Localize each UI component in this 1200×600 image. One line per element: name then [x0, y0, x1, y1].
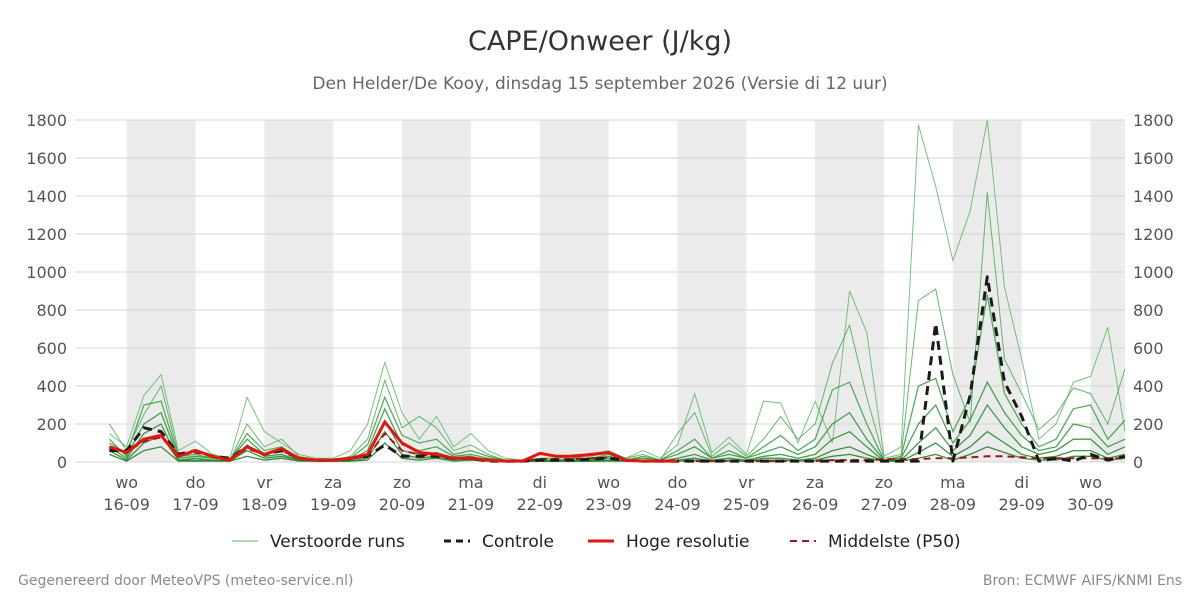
shaded-day-band	[264, 120, 334, 462]
x-tick-date: 17-09	[172, 495, 219, 514]
shaded-day-band	[402, 120, 471, 462]
chart-subtitle: Den Helder/De Kooy, dinsdag 15 september…	[312, 74, 887, 94]
x-tick-date: 29-09	[998, 495, 1045, 514]
x-tick-date: 24-09	[654, 495, 701, 514]
series-line	[108, 420, 678, 463]
y-tick-label: 1400	[26, 187, 67, 206]
y-tick-label: 1800	[26, 111, 67, 130]
x-tick-day: za	[324, 473, 342, 492]
y-tick-label-right: 0	[1133, 453, 1143, 472]
x-tick-date: 18-09	[241, 495, 288, 514]
legend: Verstoorde runs Controle Hoge resolutie Mid…	[232, 532, 961, 552]
x-tick-day: ma	[458, 473, 483, 492]
x-tick-day: vr	[256, 473, 272, 492]
y-tick-label-right: 800	[1133, 301, 1164, 320]
x-tick-day: zo	[393, 473, 411, 492]
y-tick-label: 600	[36, 339, 67, 358]
y-tick-label: 1200	[26, 225, 67, 244]
series-group	[108, 119, 1126, 463]
x-tick-day: do	[667, 473, 687, 492]
x-tick-day: di	[532, 473, 547, 492]
x-tick-day: za	[806, 473, 824, 492]
shaded-day-band	[677, 120, 747, 462]
legend-label: Middelste (P50)	[828, 532, 961, 552]
chart-title: CAPE/Onweer (J/kg)	[468, 26, 732, 57]
x-tick-date: 21-09	[448, 495, 495, 514]
y-tick-label-right: 400	[1133, 377, 1164, 396]
shaded-day-band	[1090, 120, 1125, 462]
x-tick-day: ma	[940, 473, 965, 492]
legend-label: Hoge resolutie	[626, 532, 750, 552]
y-tick-label-right: 1400	[1133, 187, 1174, 206]
x-tick-day: wo	[597, 473, 620, 492]
x-tick-day: zo	[875, 473, 893, 492]
y-axis-right: 0 200 400 600 800 1000 1200 1400 1600 1800	[1133, 111, 1174, 472]
y-tick-label-right: 1200	[1133, 225, 1174, 244]
x-tick-date: 20-09	[379, 495, 426, 514]
legend-label: Verstoorde runs	[270, 532, 405, 552]
shaded-day-band	[126, 120, 196, 462]
y-tick-label-right: 1800	[1133, 111, 1174, 130]
x-tick-date: 25-09	[723, 495, 770, 514]
x-axis: wo 16-09 do 17-09 vr 18-09 za 19-09 zo 20-09 ma 21-…	[103, 473, 1113, 514]
x-tick-date: 28-09	[930, 495, 977, 514]
x-tick-day: wo	[115, 473, 138, 492]
x-tick-date: 19-09	[310, 495, 357, 514]
x-tick-day: vr	[738, 473, 754, 492]
shaded-day-band	[539, 120, 609, 462]
y-tick-label: 200	[36, 415, 67, 434]
x-tick-date: 30-09	[1067, 495, 1114, 514]
x-tick-date: 27-09	[861, 495, 908, 514]
plot-area	[126, 120, 1125, 462]
y-axis-left: 0 200 400 600 800 1000 1200 1400 1600 1800	[26, 111, 67, 472]
series-line	[109, 275, 1126, 463]
legend-label: Controle	[482, 532, 554, 552]
x-tick-date: 16-09	[103, 495, 150, 514]
footer-credit: Gegenereerd door MeteoVPS (meteo-service…	[18, 573, 353, 589]
y-tick-label: 800	[36, 301, 67, 320]
x-tick-date: 26-09	[792, 495, 839, 514]
x-tick-date: 23-09	[585, 495, 632, 514]
grid-lines	[75, 119, 1125, 463]
y-tick-label-right: 1600	[1133, 149, 1174, 168]
y-tick-label: 0	[57, 453, 67, 472]
y-tick-label: 400	[36, 377, 67, 396]
y-tick-label: 1600	[26, 149, 67, 168]
x-tick-date: 22-09	[517, 495, 564, 514]
y-tick-label: 1000	[26, 263, 67, 282]
x-tick-day: wo	[1079, 473, 1102, 492]
y-tick-label-right: 600	[1133, 339, 1164, 358]
footer-source: Bron: ECMWF AIFS/KNMI Ens	[983, 573, 1182, 589]
x-tick-day: di	[1014, 473, 1029, 492]
ensemble-member-line	[109, 119, 1126, 461]
y-tick-label-right: 200	[1133, 415, 1164, 434]
y-tick-label-right: 1000	[1133, 263, 1174, 282]
x-tick-day: do	[186, 473, 206, 492]
ensemble-member-line	[109, 442, 1126, 462]
